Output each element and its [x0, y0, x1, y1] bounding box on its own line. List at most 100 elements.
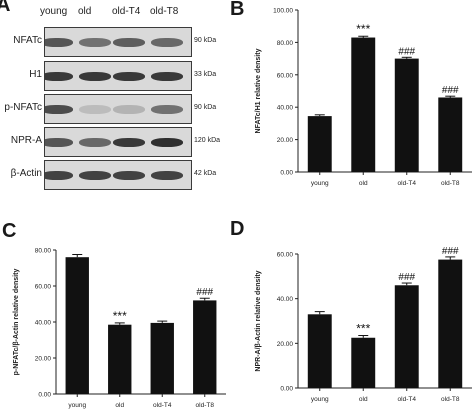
bar: [438, 97, 463, 172]
x-tick-label: old-T8: [441, 396, 460, 403]
y-tick-label: 0.00: [280, 170, 293, 177]
blot-strip: [44, 61, 192, 91]
chart-b: NFATc/H1 relative density 0.00 20.00 40.00 6…: [255, 8, 472, 187]
panel-letter-a: A: [0, 0, 11, 16]
blot-band: [79, 38, 111, 47]
significance-label: ###: [442, 85, 459, 96]
blot-band: [45, 138, 73, 147]
blot-band: [151, 38, 183, 47]
blot-band: [79, 138, 111, 147]
bar: [351, 37, 376, 172]
x-tick-label: old-T4: [398, 396, 417, 403]
panel-letter-b: B: [230, 0, 245, 20]
y-tick-label: 60.00: [35, 284, 52, 291]
bar: [307, 314, 332, 388]
bar: [438, 259, 463, 388]
significance-label: ***: [356, 322, 370, 336]
blot-band: [79, 105, 111, 114]
blot-band: [113, 138, 145, 147]
x-tick-label: old-T8: [441, 180, 460, 187]
y-tick-label: 20.00: [277, 137, 294, 144]
x-tick-label: old-T8: [196, 402, 215, 409]
y-tick-label: 40.00: [277, 296, 294, 303]
blot-band: [113, 72, 145, 81]
y-axis-label: NPR-A/β-Actin relative density: [255, 270, 262, 371]
blot-band: [151, 138, 183, 147]
significance-label: ###: [398, 272, 415, 283]
chart-c: p-NFATc/β-Actin relative density 0.00 20.0…: [13, 248, 226, 409]
lane-label: old: [78, 6, 92, 17]
x-tick-label: young: [311, 180, 329, 187]
y-axis-label: NFATc/H1 relative density: [255, 48, 262, 133]
kda-label: 42 kDa: [194, 170, 217, 177]
x-tick-label: old: [359, 180, 368, 187]
y-tick-label: 80.00: [35, 248, 52, 255]
lane-label: old-T8: [150, 6, 179, 17]
y-tick-label: 100.00: [273, 8, 293, 15]
protein-label: NPR-A: [10, 135, 42, 146]
x-tick-label: old-T4: [153, 402, 172, 409]
y-tick-label: 60.00: [277, 252, 294, 259]
blot-strip: [44, 94, 192, 124]
panel-d: D NPR-A/β-Actin relative density 0.00 20.0…: [230, 218, 474, 413]
protein-label: H1: [29, 69, 42, 80]
significance-label: ###: [398, 46, 415, 57]
significance-label: ###: [442, 246, 459, 257]
lane-label: old-T4: [112, 6, 141, 17]
x-tick-label: young: [311, 396, 329, 403]
blot-band: [45, 38, 73, 47]
blot-band: [151, 72, 183, 81]
y-tick-label: 60.00: [277, 72, 294, 79]
kda-label: 33 kDa: [194, 71, 217, 78]
bar: [65, 257, 89, 394]
panel-c: C p-NFATc/β-Actin relative density 0.00 20…: [0, 218, 236, 413]
panel-letter-d: D: [230, 218, 245, 240]
western-blot-panel: A young old old-T4 old-T8 NFATc 90 kDa H1 33 k…: [0, 0, 230, 190]
y-tick-label: 0.00: [280, 386, 293, 393]
protein-label: NFATc: [13, 35, 42, 46]
bar: [394, 285, 419, 388]
x-tick-label: old: [359, 396, 368, 403]
y-tick-label: 80.00: [277, 40, 294, 47]
kda-label: 90 kDa: [194, 104, 217, 111]
y-axis-label: p-NFATc/β-Actin relative density: [13, 269, 20, 376]
protein-label: p-NFATc: [4, 102, 42, 113]
y-tick-label: 40.00: [35, 320, 52, 327]
blot-band: [113, 38, 145, 47]
blot-band: [45, 171, 73, 180]
bar: [394, 58, 419, 172]
blot-band: [113, 171, 145, 180]
significance-label: ***: [113, 309, 127, 323]
bar: [108, 324, 132, 394]
x-tick-label: old: [115, 402, 124, 409]
blot-band: [151, 105, 183, 114]
y-tick-label: 20.00: [35, 356, 52, 363]
blot-strip: [44, 127, 192, 157]
bar: [150, 322, 174, 394]
blot-band: [45, 105, 73, 114]
blot-band: [113, 105, 145, 114]
panel-b: B NFATc/H1 relative density 0.00 20.00 40.0…: [230, 0, 474, 195]
blot-strip: [44, 160, 192, 190]
significance-label: ###: [196, 287, 213, 298]
blot-band: [79, 171, 111, 180]
y-tick-label: 0.00: [38, 392, 51, 399]
kda-label: 90 kDa: [194, 37, 217, 44]
kda-label: 120 kDa: [194, 137, 221, 144]
blot-band: [79, 72, 111, 81]
bar: [351, 337, 376, 388]
protein-label: β-Actin: [10, 168, 42, 179]
lane-label: young: [40, 6, 68, 17]
bar: [193, 300, 217, 394]
chart-d: NPR-A/β-Actin relative density 0.00 20.00 4…: [255, 246, 472, 403]
blot-strip: [44, 27, 192, 57]
x-tick-label: old-T4: [398, 180, 417, 187]
y-tick-label: 40.00: [277, 105, 294, 112]
blot-band: [45, 72, 73, 81]
significance-label: ***: [356, 22, 370, 36]
blot-band: [151, 171, 183, 180]
bar: [307, 116, 332, 172]
y-tick-label: 20.00: [277, 341, 294, 348]
panel-letter-c: C: [2, 220, 17, 242]
x-tick-label: young: [68, 402, 86, 409]
